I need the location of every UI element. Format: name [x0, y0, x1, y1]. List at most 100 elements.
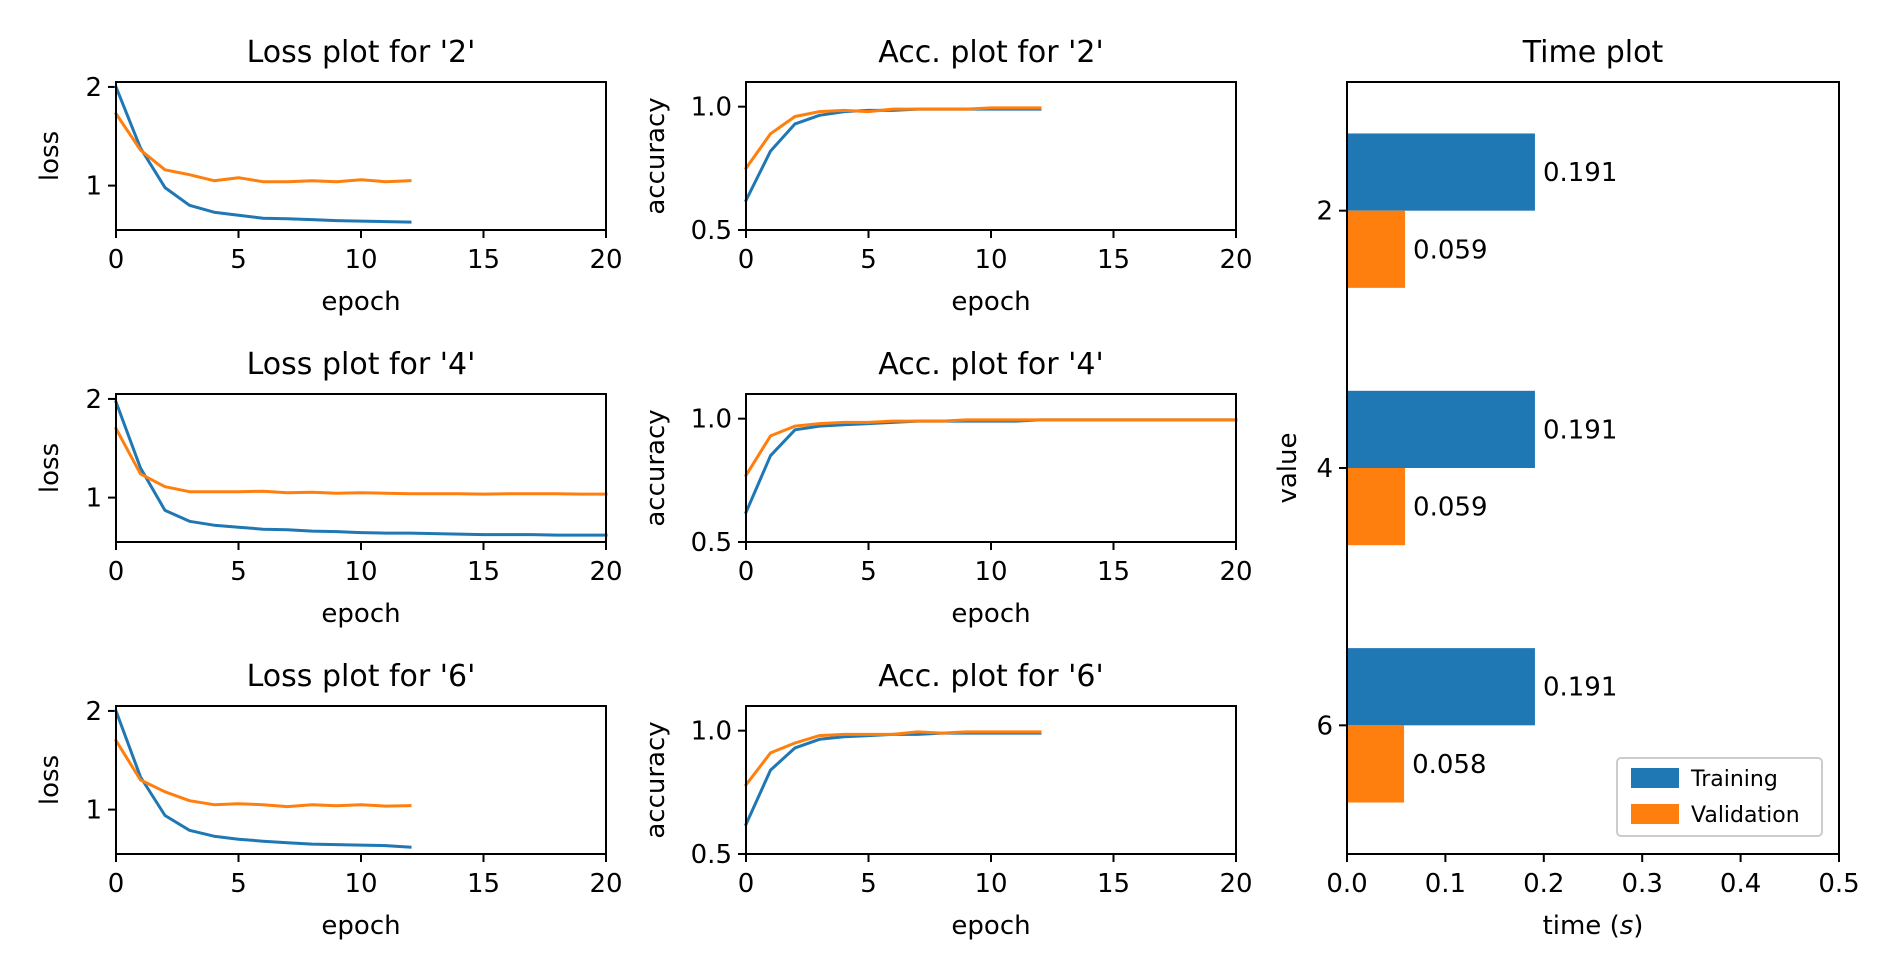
panel-title: Time plot [1522, 35, 1664, 70]
x-axis-label: epoch [951, 599, 1030, 629]
y-axis-label: loss [35, 131, 65, 181]
x-tick-label: 20 [1219, 869, 1252, 899]
x-tick-label: 15 [1097, 557, 1130, 587]
panel-acc-4: Acc. plot for '4' epoch accuracy 0 5 10 15 2… [641, 347, 1253, 629]
x-axis-label: epoch [321, 287, 400, 317]
y-tick-label: 0.5 [691, 528, 732, 558]
x-tick-label: 0 [738, 557, 755, 587]
panel-title: Loss plot for '4' [247, 347, 476, 382]
y-tick-label: 2 [1316, 197, 1333, 227]
validation-series-line [113, 111, 412, 184]
axes-frame [115, 705, 607, 855]
panel-title: Acc. plot for '6' [878, 659, 1103, 694]
panel-acc-2: Acc. plot for '2' epoch accuracy 0 5 10 15 2… [641, 35, 1253, 317]
y-tick-label: 4 [1316, 454, 1333, 484]
plot-area [743, 730, 1042, 827]
x-tick-label: 0 [108, 557, 125, 587]
validation-bar [1347, 468, 1406, 546]
ticks: 0 5 10 15 20 0.5 1.0 [691, 93, 1253, 275]
x-axis-label: epoch [951, 911, 1030, 941]
x-tick-label: 15 [1097, 869, 1130, 899]
panel-title: Loss plot for '6' [247, 659, 476, 694]
panel-loss-6: Loss plot for '6' epoch loss 0 5 10 15 20 1 2 [35, 659, 623, 941]
y-tick-label: 1 [85, 484, 102, 514]
legend-swatch-training [1631, 768, 1679, 788]
axes-frame [115, 81, 607, 231]
x-tick-label: 0.5 [1818, 869, 1859, 899]
panel-acc-6: Acc. plot for '6' epoch accuracy 0 5 10 15 2… [641, 659, 1253, 941]
x-tick-label: 20 [1219, 557, 1252, 587]
validation-series-line [743, 106, 1042, 171]
x-tick-label: 0 [108, 245, 125, 275]
axes-frame [745, 705, 1237, 855]
validation-bar [1347, 725, 1405, 803]
y-tick-label: 2 [85, 697, 102, 727]
plot-area [743, 106, 1042, 203]
validation-series-line [113, 426, 608, 496]
training-bar [1347, 648, 1535, 726]
ticks: 0 5 10 15 20 1 2 [85, 697, 622, 899]
validation-bar-value-label: 0.059 [1413, 235, 1487, 265]
ticks: 0 5 10 15 20 0.5 1.0 [691, 405, 1253, 587]
x-tick-label: 5 [860, 245, 877, 275]
y-axis-label: loss [35, 755, 65, 805]
x-tick-label: 15 [467, 557, 500, 587]
x-axis-label: time (s) [1543, 911, 1644, 941]
training-series-line [114, 84, 412, 224]
x-tick-label: 0.0 [1326, 869, 1367, 899]
y-axis-label: accuracy [641, 409, 671, 526]
x-tick-label: 10 [974, 557, 1007, 587]
x-axis-label: epoch [321, 911, 400, 941]
plot-area: 0.191 0.059 0.191 0.059 0.191 0.058 [1347, 133, 1617, 803]
y-axis-label: accuracy [641, 97, 671, 214]
x-tick-label: 10 [344, 245, 377, 275]
plot-area [113, 399, 608, 537]
x-tick-label: 5 [230, 869, 247, 899]
x-axis-label-text: time [1543, 911, 1610, 941]
x-tick-label: 5 [230, 245, 247, 275]
x-tick-label: 0 [738, 869, 755, 899]
training-bar [1347, 390, 1535, 468]
x-tick-label: 0.1 [1425, 869, 1466, 899]
x-tick-label: 20 [589, 245, 622, 275]
training-bar [1347, 133, 1535, 211]
panel-loss-4: Loss plot for '4' epoch loss 0 5 10 15 20 1 2 [35, 347, 623, 629]
x-axis-label: epoch [321, 599, 400, 629]
y-tick-label: 0.5 [691, 216, 732, 246]
training-series-line [114, 399, 608, 537]
panel-title: Loss plot for '2' [247, 35, 476, 70]
axes-frame [115, 393, 607, 543]
validation-bar-value-label: 0.059 [1413, 493, 1487, 523]
y-tick-label: 1 [85, 796, 102, 826]
y-tick-label: 2 [85, 385, 102, 415]
ticks: 0 5 10 15 20 0.5 1.0 [691, 717, 1253, 899]
y-tick-label: 6 [1316, 711, 1333, 741]
legend-swatch-validation [1631, 804, 1679, 824]
panel-title: Acc. plot for '4' [878, 347, 1103, 382]
training-series-line [114, 708, 412, 849]
x-tick-label: 0 [108, 869, 125, 899]
x-tick-label: 20 [589, 869, 622, 899]
x-tick-label: 0.2 [1523, 869, 1564, 899]
panel-loss-2: Loss plot for '2' epoch loss 0 5 10 15 20 1 2 [35, 35, 623, 317]
validation-series-line [743, 730, 1042, 788]
validation-series-line [113, 738, 412, 809]
x-tick-label: 15 [467, 869, 500, 899]
validation-bar-value-label: 0.058 [1412, 750, 1486, 780]
plot-area [113, 84, 412, 224]
x-tick-label: 0.3 [1622, 869, 1663, 899]
legend-label-training: Training [1690, 767, 1778, 792]
ticks: 0 5 10 15 20 1 2 [85, 385, 622, 587]
y-tick-label: 1.0 [691, 717, 732, 747]
x-tick-label: 5 [860, 557, 877, 587]
ticks: 0.0 0.1 0.2 0.3 0.4 0.5 2 4 6 [1316, 197, 1859, 899]
y-tick-label: 0.5 [691, 840, 732, 870]
x-tick-label: 20 [1219, 245, 1252, 275]
y-tick-label: 1 [85, 172, 102, 202]
y-axis-label: accuracy [641, 721, 671, 838]
x-tick-label: 20 [589, 557, 622, 587]
legend: Training Validation [1616, 757, 1823, 837]
plot-area [113, 708, 412, 849]
x-tick-label: 15 [467, 245, 500, 275]
